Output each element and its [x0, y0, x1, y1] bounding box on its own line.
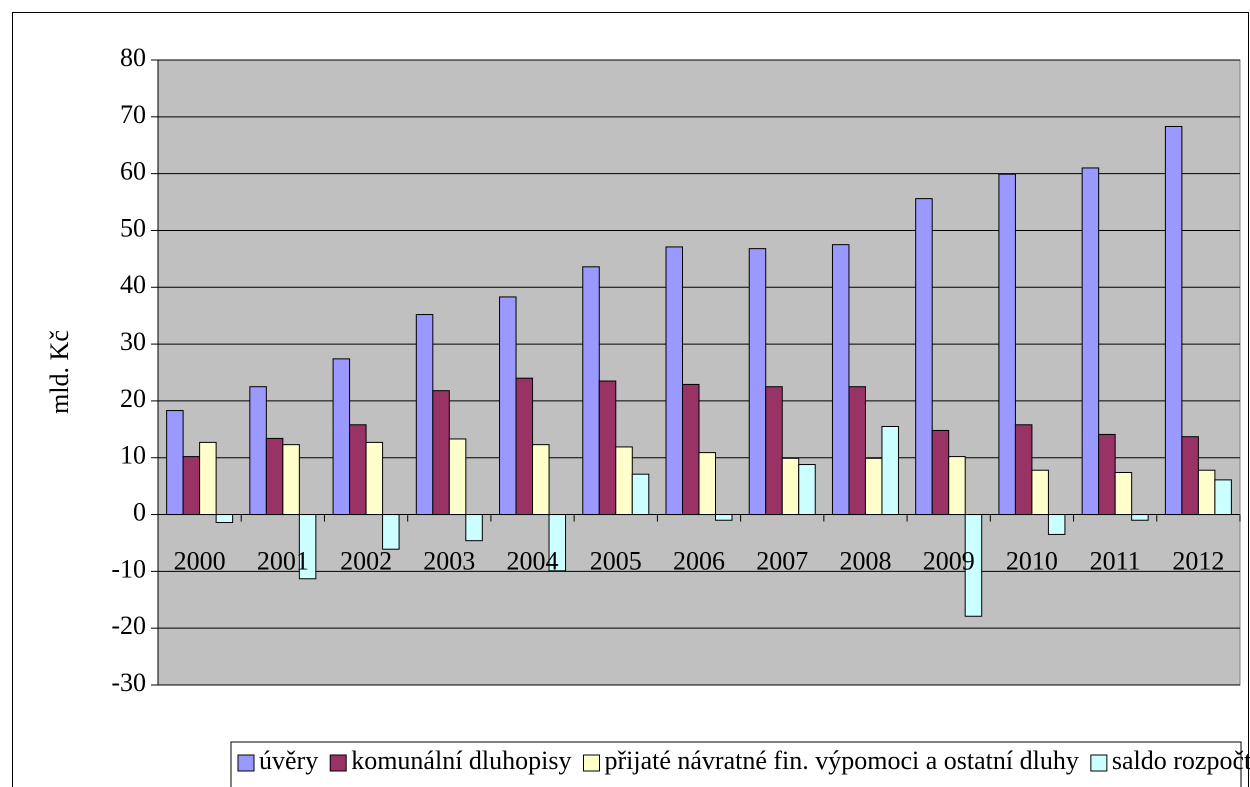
- y-tick-label: 40: [120, 270, 146, 299]
- bar: [698, 452, 716, 516]
- bar: [798, 464, 816, 516]
- x-tick-label: 2011: [1090, 547, 1141, 576]
- bar: [1197, 469, 1216, 516]
- x-tick-label: 2005: [590, 547, 642, 576]
- legend-label: saldo rozpočtů: [1112, 746, 1250, 775]
- bar: [915, 198, 933, 516]
- bar: [432, 390, 450, 516]
- y-tick-label: 30: [120, 327, 146, 356]
- bar: [748, 248, 767, 516]
- bar: [631, 473, 650, 516]
- bar: [182, 456, 201, 516]
- bar: [931, 429, 950, 516]
- legend-swatch: [1090, 754, 1108, 772]
- y-tick-label: 70: [120, 100, 146, 129]
- bar: [1014, 424, 1033, 516]
- bar: [1131, 514, 1149, 521]
- bar: [864, 457, 883, 516]
- bar: [448, 438, 467, 516]
- legend-swatch: [582, 754, 600, 772]
- bar: [715, 514, 733, 521]
- bar: [265, 437, 284, 516]
- x-tick-label: 2002: [340, 547, 392, 576]
- bar: [831, 244, 850, 516]
- bar: [465, 514, 483, 542]
- bar: [199, 441, 217, 516]
- bar: [781, 457, 800, 516]
- y-tick-label: 20: [120, 384, 146, 413]
- y-tick-label: 60: [120, 157, 146, 186]
- bar: [415, 314, 434, 516]
- bar: [1114, 472, 1133, 516]
- bar: [1031, 469, 1049, 516]
- bar: [682, 383, 700, 516]
- bar: [166, 410, 184, 516]
- x-tick-label: 2012: [1172, 547, 1224, 576]
- bar: [215, 514, 234, 524]
- bar: [349, 424, 367, 516]
- x-tick-label: 2008: [839, 547, 891, 576]
- bar: [365, 441, 384, 516]
- x-tick-label: 2010: [1006, 547, 1058, 576]
- bar: [1047, 514, 1066, 535]
- bar: [948, 456, 966, 516]
- legend-label: komunální dluhopisy: [351, 746, 571, 775]
- legend: [230, 741, 1242, 787]
- y-tick-label: 80: [120, 43, 146, 72]
- bar: [532, 444, 550, 516]
- bar: [332, 358, 351, 516]
- y-tick-label: -20: [111, 611, 146, 640]
- x-tick-label: 2009: [923, 547, 975, 576]
- bar: [515, 377, 534, 516]
- legend-swatch: [237, 754, 255, 772]
- bar: [1164, 125, 1183, 516]
- bar: [665, 246, 683, 516]
- bar: [249, 386, 267, 516]
- bar: [848, 386, 866, 516]
- bar: [998, 173, 1016, 516]
- bar: [1181, 436, 1199, 516]
- bar: [382, 514, 400, 550]
- bar: [598, 380, 617, 516]
- x-tick-label: 2000: [174, 547, 226, 576]
- legend-label: úvěry: [259, 746, 318, 775]
- bar: [881, 425, 899, 516]
- bar: [615, 446, 633, 516]
- plot-area: [157, 59, 1241, 686]
- bar: [499, 296, 517, 516]
- x-tick-label: 2004: [507, 547, 559, 576]
- legend-swatch: [329, 754, 347, 772]
- bar: [1214, 479, 1232, 516]
- bar: [582, 266, 600, 516]
- y-tick-label: 50: [120, 213, 146, 242]
- legend-label: přijaté návratné fin. výpomoci a ostatní…: [604, 746, 1078, 775]
- y-tick-label: -10: [111, 554, 146, 583]
- x-tick-label: 2006: [673, 547, 725, 576]
- y-tick-label: 0: [133, 498, 146, 527]
- x-tick-label: 2001: [257, 547, 309, 576]
- bar: [1098, 433, 1116, 516]
- y-axis-label: mld. Kč: [45, 330, 74, 414]
- bar: [282, 444, 300, 516]
- x-tick-label: 2007: [756, 547, 808, 576]
- x-tick-label: 2003: [423, 547, 475, 576]
- y-tick-label: -30: [111, 668, 146, 697]
- y-tick-label: 10: [120, 441, 146, 470]
- bar: [1081, 167, 1100, 516]
- bar: [765, 386, 783, 516]
